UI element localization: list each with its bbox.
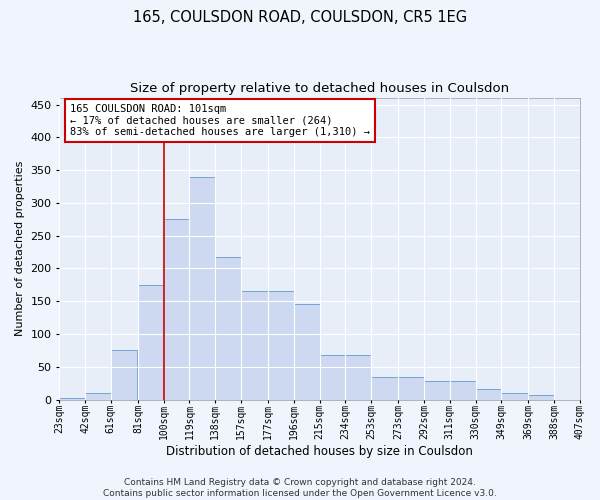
Bar bbox=[268, 292, 294, 400]
Text: 165 COULSDON ROAD: 101sqm
← 17% of detached houses are smaller (264)
83% of semi: 165 COULSDON ROAD: 101sqm ← 17% of detac… bbox=[70, 104, 370, 138]
Bar bbox=[111, 350, 137, 400]
Bar bbox=[241, 292, 268, 400]
Bar bbox=[320, 355, 346, 400]
Y-axis label: Number of detached properties: Number of detached properties bbox=[15, 161, 25, 336]
Bar bbox=[450, 381, 476, 400]
Bar bbox=[424, 381, 450, 400]
Text: 165, COULSDON ROAD, COULSDON, CR5 1EG: 165, COULSDON ROAD, COULSDON, CR5 1EG bbox=[133, 10, 467, 25]
Bar bbox=[164, 220, 190, 400]
Bar bbox=[190, 176, 215, 400]
Text: Contains HM Land Registry data © Crown copyright and database right 2024.
Contai: Contains HM Land Registry data © Crown c… bbox=[103, 478, 497, 498]
X-axis label: Distribution of detached houses by size in Coulsdon: Distribution of detached houses by size … bbox=[166, 444, 473, 458]
Bar bbox=[85, 393, 111, 400]
Bar bbox=[294, 304, 320, 400]
Bar bbox=[398, 376, 424, 400]
Bar bbox=[59, 398, 85, 400]
Bar bbox=[502, 393, 529, 400]
Bar bbox=[529, 395, 554, 400]
Bar bbox=[346, 355, 371, 400]
Bar bbox=[215, 256, 241, 400]
Bar bbox=[138, 285, 164, 400]
Bar bbox=[476, 389, 502, 400]
Bar bbox=[371, 376, 398, 400]
Title: Size of property relative to detached houses in Coulsdon: Size of property relative to detached ho… bbox=[130, 82, 509, 96]
